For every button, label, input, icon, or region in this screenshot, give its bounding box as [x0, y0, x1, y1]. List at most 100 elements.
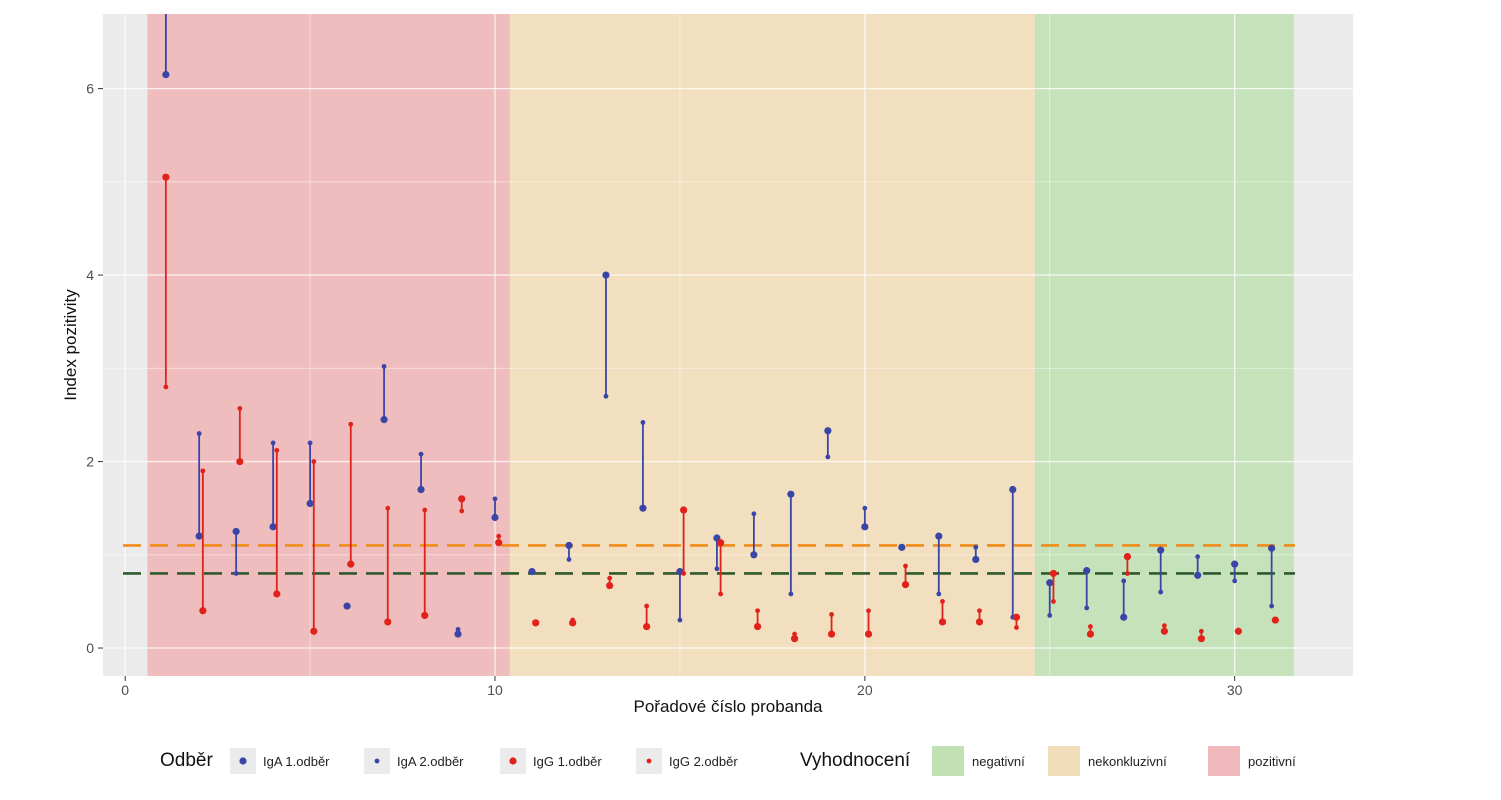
IgG-point-second	[348, 421, 354, 427]
x-tick-label: 30	[1227, 682, 1243, 698]
y-tick-label: 6	[86, 81, 94, 97]
y-tick-label: 4	[86, 267, 94, 283]
legend-marker	[374, 758, 380, 764]
IgA-point-first	[565, 541, 573, 550]
IgA-point-second	[529, 569, 535, 574]
IgG-point-second	[755, 608, 760, 614]
IgA-point-first	[454, 630, 462, 638]
IgA-point-first	[602, 271, 610, 279]
IgA-point-second	[936, 591, 942, 597]
IgG-point-first	[199, 607, 207, 615]
IgG-point-second	[1125, 571, 1130, 576]
IgA-point-second	[196, 431, 202, 436]
IgG-point-second	[274, 447, 280, 453]
IgG-point-first	[458, 495, 466, 503]
legend-label-vyhodnoceni: nekonkluzivní	[1088, 754, 1167, 769]
IgG-point-first	[347, 560, 355, 568]
IgA-point-first	[417, 485, 425, 494]
IgA-point-second	[1084, 605, 1090, 611]
IgA-point-second	[270, 440, 276, 446]
x-tick-label: 10	[487, 682, 503, 698]
IgG-point-second	[1088, 624, 1093, 629]
IgA-point-second	[677, 617, 683, 623]
IgA-point-first	[162, 71, 170, 79]
IgG-point-second	[718, 591, 724, 597]
x-tick-label: 0	[121, 682, 129, 698]
IgG-point-first	[273, 590, 281, 598]
legend-key-vyhodnoceni	[1048, 746, 1080, 776]
IgG-point-first	[864, 630, 873, 638]
legend-marker	[239, 757, 247, 765]
IgA-point-second	[492, 496, 498, 502]
IgG-point-second	[1161, 623, 1167, 629]
IgA-point-first	[269, 523, 277, 531]
region-nekonkluzivní	[509, 14, 1035, 676]
IgG-point-second	[1235, 628, 1241, 634]
IgG-point-second	[496, 533, 502, 539]
IgG-point-first	[753, 622, 762, 631]
legend-label-odber: IgA 2.odběr	[397, 754, 464, 769]
IgG-point-first	[1197, 635, 1205, 643]
data-layer	[162, 14, 1279, 643]
IgG-point-second	[607, 575, 613, 581]
IgG-point-first	[1123, 553, 1132, 561]
IgA-point-second	[603, 393, 609, 399]
IgG-point-second	[459, 508, 465, 514]
IgA-point-second	[751, 511, 757, 517]
IgA-point-second	[566, 557, 572, 562]
IgG-point-first	[421, 611, 429, 619]
IgA-point-first	[972, 555, 980, 564]
legend-key-vyhodnoceni	[1208, 746, 1240, 776]
IgA-point-first	[787, 490, 795, 498]
legend-label-vyhodnoceni: negativní	[972, 754, 1025, 769]
IgA-point-second	[1047, 612, 1053, 618]
IgG-point-second	[977, 608, 982, 614]
IgG-point-second	[311, 459, 317, 464]
legend: Odběr Vyhodnocení IgA 1.odběr IgA 2.odběr…	[160, 746, 1296, 776]
IgG-point-second	[200, 468, 206, 474]
IgG-point-first	[310, 627, 318, 635]
IgG-point-first	[1049, 569, 1058, 578]
IgA-point-second	[640, 419, 646, 425]
IgG-point-first	[680, 506, 688, 514]
IgG-point-first	[1086, 630, 1095, 638]
IgG-point-first	[384, 618, 392, 626]
IgA-point-second	[1269, 603, 1275, 609]
IgA-point-first	[195, 532, 203, 540]
evaluation-regions	[147, 14, 1294, 676]
IgA-point-second	[418, 451, 424, 457]
IgA-point-second	[1158, 589, 1164, 595]
IgG-point-first	[495, 539, 503, 547]
IgG-point-second	[237, 406, 243, 411]
IgA-point-second	[381, 364, 387, 369]
IgA-point-first	[1231, 560, 1239, 568]
IgG-point-second	[1051, 599, 1056, 604]
IgG-point-first	[938, 618, 947, 626]
IgA-point-first	[861, 523, 869, 531]
IgA-point-first	[824, 427, 832, 435]
IgG-point-second	[903, 563, 908, 569]
IgG-point-second	[644, 603, 650, 609]
IgA-point-second	[714, 566, 720, 572]
IgA-point-second	[233, 571, 239, 576]
IgA-point-first	[232, 527, 240, 536]
IgG-point-first	[790, 635, 799, 643]
legend-title-vyhodnoceni: Vyhodnocení	[800, 750, 911, 771]
IgA-point-first	[491, 513, 499, 522]
IgG-point-first	[1160, 627, 1168, 635]
legend-marker	[509, 757, 517, 765]
IgA-point-second	[1195, 554, 1201, 560]
IgA-point-second	[788, 591, 794, 597]
IgA-point-first	[1157, 546, 1165, 554]
IgG-point-second	[385, 505, 391, 511]
IgA-point-first	[639, 504, 647, 512]
IgG-point-first	[975, 618, 984, 626]
IgG-point-second	[163, 384, 169, 390]
IgG-point-second	[1272, 617, 1278, 623]
IgA-point-first	[1083, 567, 1091, 575]
region-pozitivní	[147, 14, 510, 676]
x-tick-label: 20	[857, 682, 873, 698]
IgA-point-second	[825, 454, 831, 460]
legend-marker	[646, 758, 652, 764]
